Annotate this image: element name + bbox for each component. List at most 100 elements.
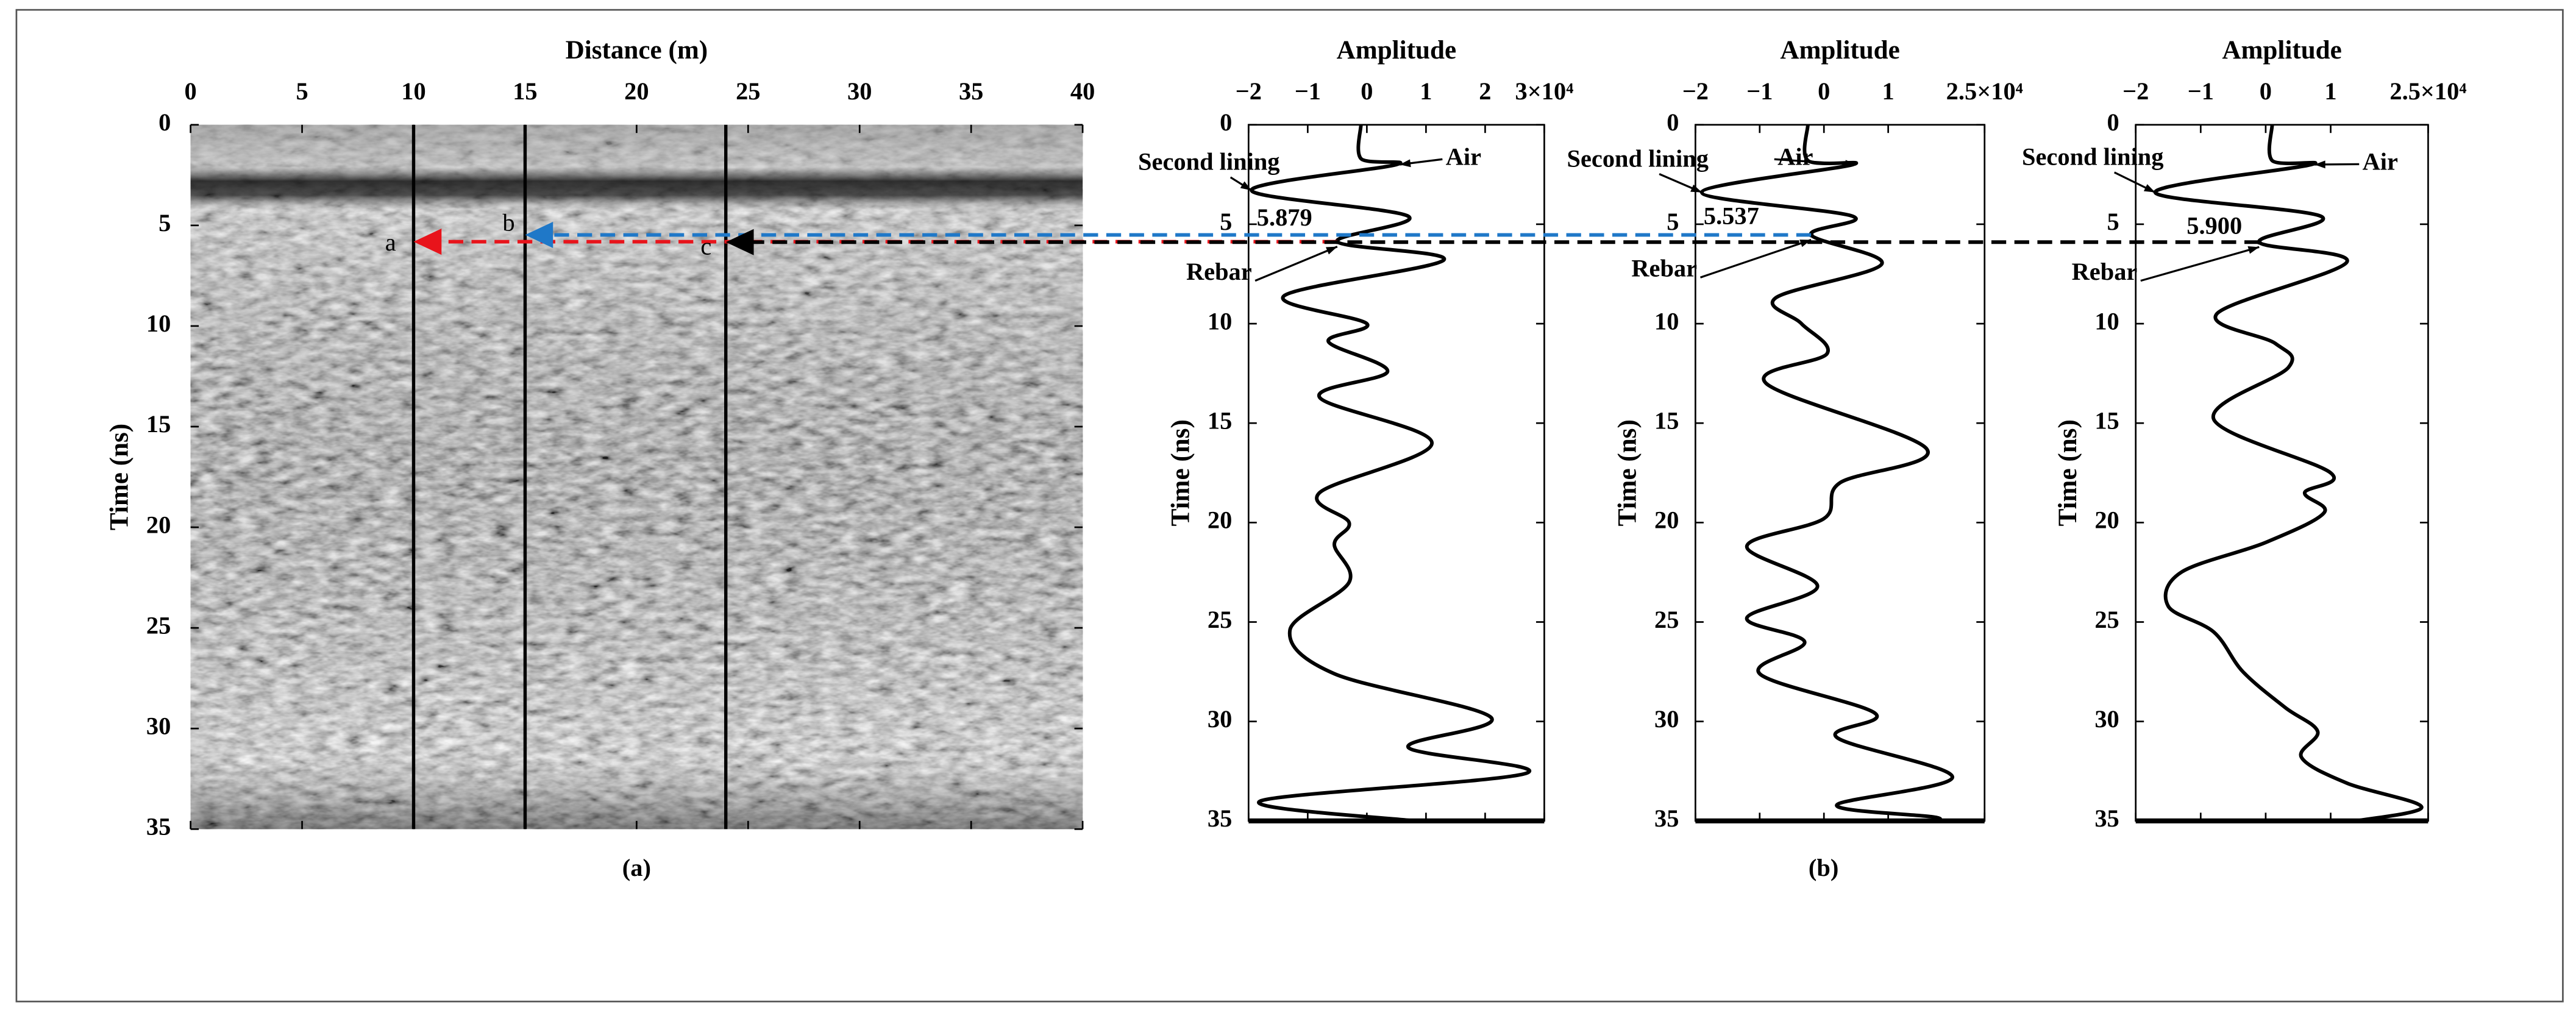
- y-tick-label: 5: [1220, 208, 1232, 235]
- x-tick-label: −1: [1295, 77, 1321, 105]
- annotation: Rebar: [1186, 258, 1252, 285]
- pick-arrow-head: [725, 229, 754, 255]
- profile-label: b: [502, 209, 514, 236]
- y-tick-label: 20: [146, 511, 171, 538]
- annotation: Rebar: [1631, 255, 1697, 282]
- pick-arrow-head: [525, 221, 553, 248]
- x-tick-label: 1: [2324, 77, 2336, 105]
- annotation: Air: [1446, 143, 1481, 171]
- arrow-head: [1240, 181, 1252, 191]
- y-tick-label: 35: [146, 813, 171, 841]
- y-tick-label: 25: [1654, 606, 1679, 633]
- annotation-arrow: [1774, 158, 1857, 166]
- x-axis-title: Amplitude: [2222, 36, 2341, 65]
- x-tick-label: 5: [296, 77, 308, 105]
- y-tick-label: 10: [2094, 307, 2119, 335]
- x-tick-label: 20: [624, 77, 649, 105]
- arrow-head: [2314, 160, 2325, 169]
- y-tick-label: 0: [158, 108, 171, 136]
- y-tick-label: 5: [2107, 208, 2119, 235]
- x-tick-label: 30: [847, 77, 872, 105]
- x-tick-label: 10: [401, 77, 425, 105]
- x-tick-label: 0: [2260, 77, 2272, 105]
- arrow-head: [2247, 246, 2260, 254]
- pick-label: 5.879: [1257, 204, 1312, 231]
- annotation-arrow: [1254, 246, 1338, 282]
- y-tick-label: 35: [2094, 805, 2119, 832]
- y-axis-title: Time (ns): [1166, 419, 1195, 526]
- trace: [2153, 124, 2424, 823]
- x-tick-label: 0: [1818, 77, 1830, 105]
- arrow-head: [1400, 159, 1411, 168]
- x-tick-label: −1: [1746, 77, 1773, 105]
- arrow-head: [1326, 246, 1337, 255]
- x-tick-label: 40: [1070, 77, 1095, 105]
- x-tick-label: 2.5×10⁴: [1946, 77, 2023, 105]
- x-tick-label: 0: [185, 77, 197, 105]
- y-tick-label: 20: [1208, 506, 1232, 534]
- x-tick-label: 15: [513, 77, 537, 105]
- radargram-bands: [190, 124, 1083, 830]
- annotation: Rebar: [2072, 258, 2138, 285]
- annotation-arrow: [1699, 238, 1812, 279]
- y-tick-label: 25: [2094, 606, 2119, 633]
- profile-label: a: [385, 229, 396, 256]
- x-tick-label: −1: [2188, 77, 2214, 105]
- y-tick-label: 15: [1208, 407, 1232, 434]
- x-tick-label: 1: [1882, 77, 1895, 105]
- x-tick-label: 1: [1420, 77, 1432, 105]
- x-tick-label: 35: [959, 77, 983, 105]
- x-axis-title: Amplitude: [1337, 36, 1456, 65]
- y-tick-label: 25: [1208, 606, 1232, 633]
- y-tick-label: 5: [158, 209, 171, 236]
- y-tick-label: 30: [1208, 705, 1232, 733]
- y-tick-label: 5: [1667, 208, 1679, 235]
- caption: (b): [1809, 854, 1838, 881]
- trace: [1699, 124, 1954, 823]
- pick-label: 5.900: [2186, 212, 2242, 240]
- y-tick-label: 25: [146, 611, 171, 639]
- profile-label: c: [700, 232, 711, 260]
- y-tick-label: 35: [1208, 805, 1232, 832]
- x-axis-title: Distance (m): [566, 36, 708, 65]
- x-tick-label: −2: [1682, 77, 1709, 105]
- pick-arrow-head: [413, 229, 442, 255]
- pick-label: 5.537: [1704, 202, 1759, 230]
- arrow-head: [1845, 160, 1857, 168]
- y-axis-title: Time (ns): [2054, 419, 2082, 526]
- annotation: Air: [1777, 143, 1813, 171]
- y-tick-label: 30: [2094, 705, 2119, 733]
- annotation: Second lining: [1138, 148, 1279, 176]
- caption: (a): [622, 854, 651, 881]
- x-tick-label: 25: [736, 77, 760, 105]
- annotation: Air: [2363, 148, 2398, 176]
- x-tick-label: −2: [1236, 77, 1262, 105]
- x-tick-label: 2: [1479, 77, 1491, 105]
- annotation: Second lining: [2022, 143, 2163, 171]
- x-tick-label: 3×10⁴: [1515, 77, 1574, 105]
- x-tick-label: 0: [1361, 77, 1373, 105]
- y-tick-label: 10: [146, 310, 171, 337]
- y-tick-label: 10: [1654, 307, 1679, 335]
- y-tick-label: 35: [1654, 805, 1679, 832]
- y-tick-label: 20: [1654, 506, 1679, 534]
- y-axis-title: Time (ns): [105, 424, 133, 530]
- arrow-head: [2143, 184, 2155, 193]
- y-tick-label: 15: [2094, 407, 2119, 434]
- y-axis-title: Time (ns): [1613, 419, 1642, 526]
- y-tick-label: 15: [146, 410, 171, 438]
- annotation: Second lining: [1567, 144, 1708, 172]
- annotation-arrow: [2140, 246, 2260, 282]
- y-tick-label: 20: [2094, 506, 2119, 534]
- x-tick-label: −2: [2122, 77, 2149, 105]
- x-axis-title: Amplitude: [1780, 36, 1899, 65]
- y-tick-label: 15: [1654, 407, 1679, 434]
- y-tick-label: 30: [146, 713, 171, 740]
- x-tick-label: 2.5×10⁴: [2389, 77, 2466, 105]
- trace: [1250, 124, 1531, 823]
- figure-border: [15, 9, 2564, 1003]
- y-tick-label: 10: [1208, 307, 1232, 335]
- y-tick-label: 0: [1667, 108, 1679, 136]
- plot-box: [2135, 124, 2429, 822]
